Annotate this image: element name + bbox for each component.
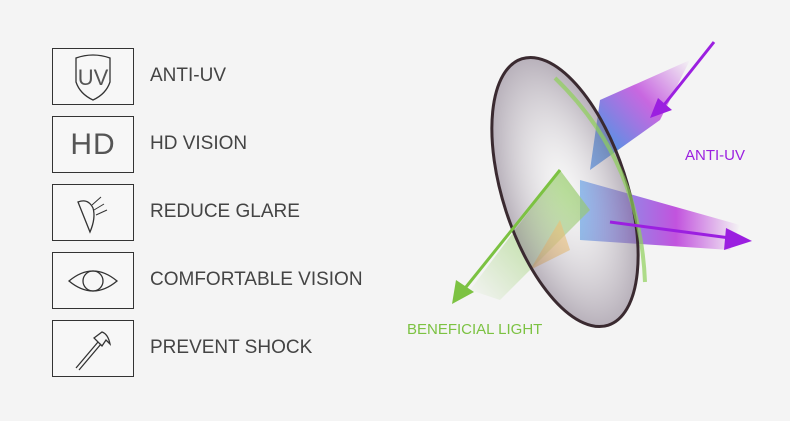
hd-icon: HD xyxy=(52,116,134,173)
uv-arrow-out-head xyxy=(724,228,752,250)
feature-label: REDUCE GLARE xyxy=(150,201,300,222)
feature-prevent-shock: PREVENT SHOCK xyxy=(52,320,432,377)
beneficial-arrow xyxy=(460,169,562,293)
uv-arrow-out xyxy=(609,220,731,240)
feature-reduce-glare: REDUCE GLARE xyxy=(52,184,432,241)
lens xyxy=(490,55,640,329)
uv-arrow-in-head xyxy=(650,98,672,118)
beneficial-light-label: BENEFICIAL LIGHT xyxy=(407,321,543,338)
feature-label: HD VISION xyxy=(150,133,248,154)
feature-label: ANTI-UV xyxy=(150,65,226,86)
uv-incoming-beam xyxy=(590,60,690,170)
feature-label: COMFORTABLE VISION xyxy=(150,269,363,290)
feature-hd-vision: HD HD VISION xyxy=(52,116,432,173)
anti-uv-label: ANTI-UV xyxy=(685,147,745,164)
uv-shield-icon: UV xyxy=(52,48,134,105)
hammer-icon xyxy=(52,320,134,377)
glare-lens-icon xyxy=(52,184,134,241)
uv-arrow-in xyxy=(658,41,716,111)
feature-anti-uv: UV ANTI-UV xyxy=(52,48,432,105)
eye-icon xyxy=(52,252,134,309)
feature-label: PREVENT SHOCK xyxy=(150,337,313,358)
lens-edge-green xyxy=(553,76,647,283)
beneficial-arrow-head xyxy=(452,280,474,304)
svg-text:UV: UV xyxy=(78,65,109,90)
feature-comfortable-vision: COMFORTABLE VISION xyxy=(52,252,432,309)
